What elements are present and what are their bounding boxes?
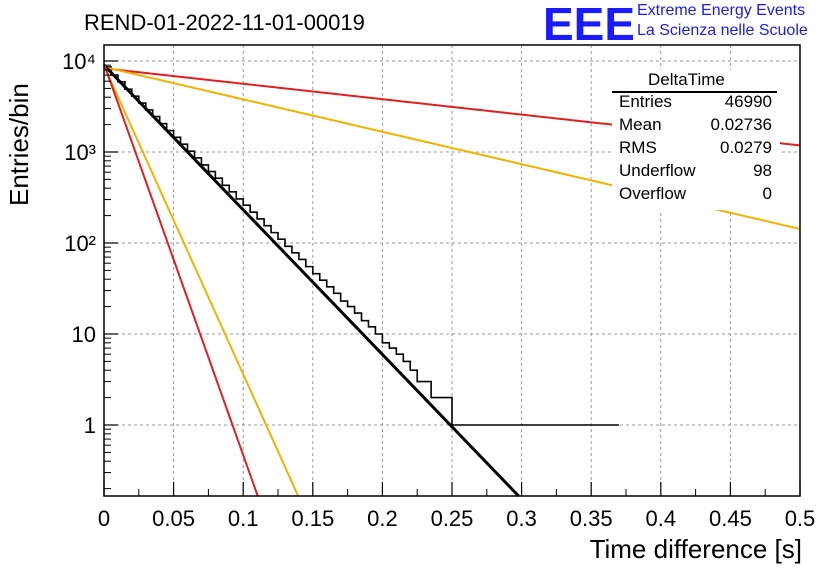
histogram-bin xyxy=(174,137,181,496)
stats-value: 0 xyxy=(762,184,772,203)
logo-line-1: Extreme Energy Events xyxy=(637,2,806,19)
histogram-bin xyxy=(542,425,549,496)
histogram-bin xyxy=(549,425,556,496)
stats-key: RMS xyxy=(619,138,657,157)
histogram-bin xyxy=(334,293,341,496)
histogram-bin xyxy=(452,425,459,496)
histogram-bin xyxy=(167,131,174,496)
histogram-bin xyxy=(257,219,264,496)
histogram-bin xyxy=(264,226,271,496)
histogram-bin xyxy=(181,144,188,496)
histogram-bin xyxy=(201,165,208,496)
histogram-bin xyxy=(299,259,306,496)
y-tick-label: 10⁴ xyxy=(62,49,96,74)
x-tick-label: 0.35 xyxy=(570,506,613,531)
stats-value: 0.02736 xyxy=(710,115,772,134)
histogram-bin xyxy=(563,425,570,496)
fit-curve-orange xyxy=(103,65,300,497)
stats-title: DeltaTime xyxy=(648,70,725,89)
histogram-bin xyxy=(445,398,452,496)
stats-value: 46990 xyxy=(724,92,772,111)
histogram-bin xyxy=(473,425,480,496)
x-tick-label: 0.15 xyxy=(291,506,334,531)
x-axis-label: Time difference [s] xyxy=(589,534,802,564)
histogram-bin xyxy=(368,327,375,496)
histogram-bin xyxy=(355,313,362,496)
x-tick-label: 0.3 xyxy=(506,506,537,531)
histogram-bin xyxy=(313,274,320,496)
y-axis-label: Entries/bin xyxy=(4,83,34,206)
stats-key: Entries xyxy=(619,92,672,111)
stats-key: Overflow xyxy=(619,184,687,203)
histogram-bin xyxy=(243,205,250,496)
histogram-bin xyxy=(529,425,536,496)
logo-letters: EEE xyxy=(543,0,633,48)
x-tick-label: 0 xyxy=(98,506,110,531)
stats-divider xyxy=(612,91,777,93)
histogram-bin xyxy=(341,301,348,496)
y-tick-label: 1 xyxy=(84,413,96,438)
histogram-bin xyxy=(577,425,584,496)
histogram-bin xyxy=(612,425,619,496)
stats-box: DeltaTime Entries 46990 Mean 0.02736 RMS… xyxy=(612,70,780,210)
logo-line-2: La Scienza nelle Scuole xyxy=(637,22,808,39)
fit-curve-red xyxy=(103,63,259,497)
histogram-bin xyxy=(250,212,257,496)
fit-curve-black xyxy=(102,64,520,498)
y-tick-label: 10² xyxy=(64,231,96,256)
histogram-bin xyxy=(320,280,327,496)
histogram-bin xyxy=(591,425,598,496)
x-tick-label: 0.5 xyxy=(785,506,816,531)
histogram-bin xyxy=(160,124,167,496)
stats-value: 98 xyxy=(753,161,772,180)
histogram-bin xyxy=(536,425,543,496)
histogram-bin xyxy=(487,425,494,496)
histogram-bin xyxy=(153,117,160,496)
histogram-bin xyxy=(327,287,334,496)
x-tick-label: 0.45 xyxy=(709,506,752,531)
histogram-bin xyxy=(382,343,389,496)
histogram-bin xyxy=(118,82,125,496)
histogram-bin xyxy=(556,425,563,496)
y-ticks: 1 10 10² 10³ 10⁴ xyxy=(62,49,118,490)
stats-key: Mean xyxy=(619,115,662,134)
histogram-bin xyxy=(570,425,577,496)
histogram-bin xyxy=(271,233,278,496)
stats-key: Underflow xyxy=(619,161,696,180)
histogram-bin xyxy=(584,425,591,496)
histogram-bin xyxy=(362,321,369,496)
chart-title: REND-01-2022-11-01-00019 xyxy=(84,10,365,35)
histogram-bin xyxy=(215,178,222,496)
histogram-bin xyxy=(111,75,118,496)
x-tick-label: 0.05 xyxy=(152,506,195,531)
histogram-bin xyxy=(306,267,313,496)
histogram-bin xyxy=(104,67,111,496)
histogram-bin xyxy=(515,425,522,496)
stats-value: 0.0279 xyxy=(720,138,772,157)
histogram-bin xyxy=(522,425,529,496)
x-tick-label: 0.25 xyxy=(431,506,474,531)
histogram-outline xyxy=(104,66,620,426)
histogram-bin xyxy=(125,89,132,496)
y-tick-label: 10 xyxy=(72,322,96,347)
histogram-bin xyxy=(292,253,299,496)
y-tick-label: 10³ xyxy=(64,140,96,165)
histogram-bin xyxy=(348,307,355,496)
histogram-bin xyxy=(188,151,195,496)
eee-logo: EEE xyxy=(543,0,633,48)
x-ticks: 0 0.05 0.1 0.15 0.2 0.25 0.3 0.35 0.4 0.45 0.5 xyxy=(98,482,815,531)
histogram-bin xyxy=(598,425,605,496)
histogram-bin xyxy=(494,425,501,496)
histogram-bin xyxy=(389,348,396,496)
histogram-bin xyxy=(285,246,292,496)
x-tick-label: 0.4 xyxy=(646,506,677,531)
histogram-bin xyxy=(466,425,473,496)
x-tick-label: 0.1 xyxy=(228,506,259,531)
histogram-bin xyxy=(605,425,612,496)
x-tick-label: 0.2 xyxy=(367,506,398,531)
histogram-bin xyxy=(375,334,382,496)
